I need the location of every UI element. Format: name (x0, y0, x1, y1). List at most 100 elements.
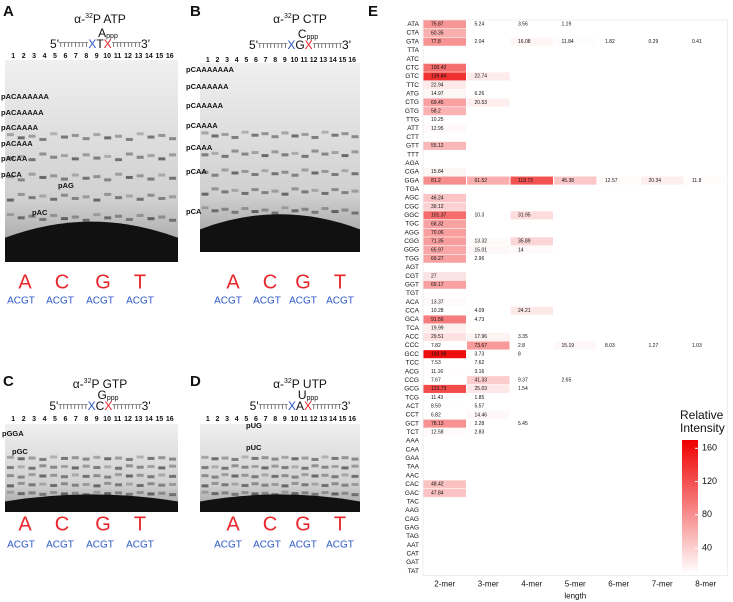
gel-band (221, 491, 229, 495)
template-piece: 3' (341, 399, 350, 413)
column-label: 7-mer (652, 580, 673, 589)
heat-cell (423, 402, 466, 411)
gel-band (71, 491, 79, 495)
gel-band (321, 455, 329, 459)
gel-band (28, 491, 36, 495)
row-label: AAC (406, 472, 420, 479)
gel-band (351, 135, 359, 139)
heat-cell (684, 341, 727, 350)
lane-group: ACGT (86, 296, 114, 307)
heat-cell (423, 393, 466, 402)
heat-cell (467, 72, 510, 81)
base-letter: A (226, 271, 240, 293)
gel-band (147, 135, 155, 139)
lane-number: 8 (273, 416, 277, 423)
cell-label: 71.35 (431, 239, 444, 245)
cell-label: 118.73 (518, 178, 533, 184)
base-letter: A (18, 271, 32, 293)
cell-label: 101.37 (431, 213, 447, 219)
base-letter: G (295, 513, 311, 535)
gel-band (341, 483, 349, 487)
gel-band (281, 490, 289, 494)
lane-group: ACGT (46, 296, 74, 307)
gel-band (60, 177, 68, 181)
lane-number: 13 (319, 416, 327, 423)
gel-band (331, 492, 339, 496)
heat-cell (423, 350, 466, 359)
gel-band (281, 192, 289, 196)
gel-band (115, 196, 123, 200)
row-label: TAC (406, 498, 419, 505)
base-letter: G (295, 271, 311, 293)
gel-band (158, 491, 166, 495)
gel-band (301, 491, 309, 495)
gel-band (231, 171, 239, 175)
gel-band (281, 206, 289, 210)
lane-number: 4 (235, 57, 239, 64)
cell-label: 14.97 (431, 91, 444, 97)
gel-band (50, 213, 58, 217)
gel-band (311, 149, 319, 153)
cell-label: 47.84 (431, 490, 444, 496)
gel-band (115, 158, 123, 162)
lane-number: 9 (283, 57, 287, 64)
gel-band (351, 482, 359, 486)
gel-band (251, 210, 259, 214)
gel-band (211, 173, 219, 177)
gel-band (93, 156, 101, 160)
heat-cell (423, 124, 466, 133)
title-suffix: P GTP (91, 377, 127, 391)
gel-band (60, 465, 68, 469)
lane-number: 15 (155, 53, 163, 60)
cell-label: 31.95 (518, 213, 531, 219)
gel-band (331, 188, 339, 192)
gel-band (331, 151, 339, 155)
gel-band (60, 135, 68, 139)
row-label: GCG (404, 386, 419, 393)
base-letter: C (55, 271, 69, 293)
gel-band (211, 492, 219, 496)
lane-number: 10 (291, 57, 299, 64)
lane-group: ACGT (326, 296, 354, 307)
row-label: TCA (406, 325, 420, 332)
heat-cell (423, 237, 466, 246)
heat-cell (467, 428, 510, 437)
row-label: TTG (406, 117, 419, 124)
heat-cell (423, 245, 466, 255)
heat-cell (510, 332, 553, 341)
lane-number: 15 (155, 416, 163, 423)
gel-band (321, 152, 329, 156)
cell-label: 24.21 (518, 308, 531, 314)
row-label: CAG (405, 516, 419, 523)
heat-cell (423, 219, 466, 229)
gel-band (341, 208, 349, 212)
lane-number: 8 (84, 53, 88, 60)
gel-band (211, 187, 219, 191)
gel-band (241, 130, 249, 134)
gel-band (291, 173, 299, 177)
heat-cell (423, 98, 466, 107)
band-label: pACAAAAAA (1, 92, 49, 101)
gel-band (261, 466, 269, 470)
cell-label: 91.56 (431, 317, 444, 323)
gel-band (158, 483, 166, 487)
gel-band (136, 491, 144, 495)
cell-label: 2.8 (518, 343, 525, 349)
gel-band (82, 176, 90, 180)
band-label: pCAAAAAA (186, 82, 229, 91)
cell-label: 3.16 (475, 369, 485, 375)
cell-label: 5.57 (475, 404, 485, 410)
gel-band (169, 493, 177, 497)
cell-label: 39.12 (431, 204, 444, 210)
cell-label: 81.2 (431, 178, 441, 184)
cell-label: 68.32 (431, 221, 444, 227)
heat-cell (423, 384, 466, 393)
gel-band (169, 482, 177, 486)
heat-cell (510, 37, 553, 46)
gel-band (311, 457, 319, 461)
band-label: pCC (244, 227, 260, 236)
heat-cell (467, 358, 510, 367)
cell-label: 77.8 (431, 39, 441, 45)
gel-band (6, 474, 14, 478)
